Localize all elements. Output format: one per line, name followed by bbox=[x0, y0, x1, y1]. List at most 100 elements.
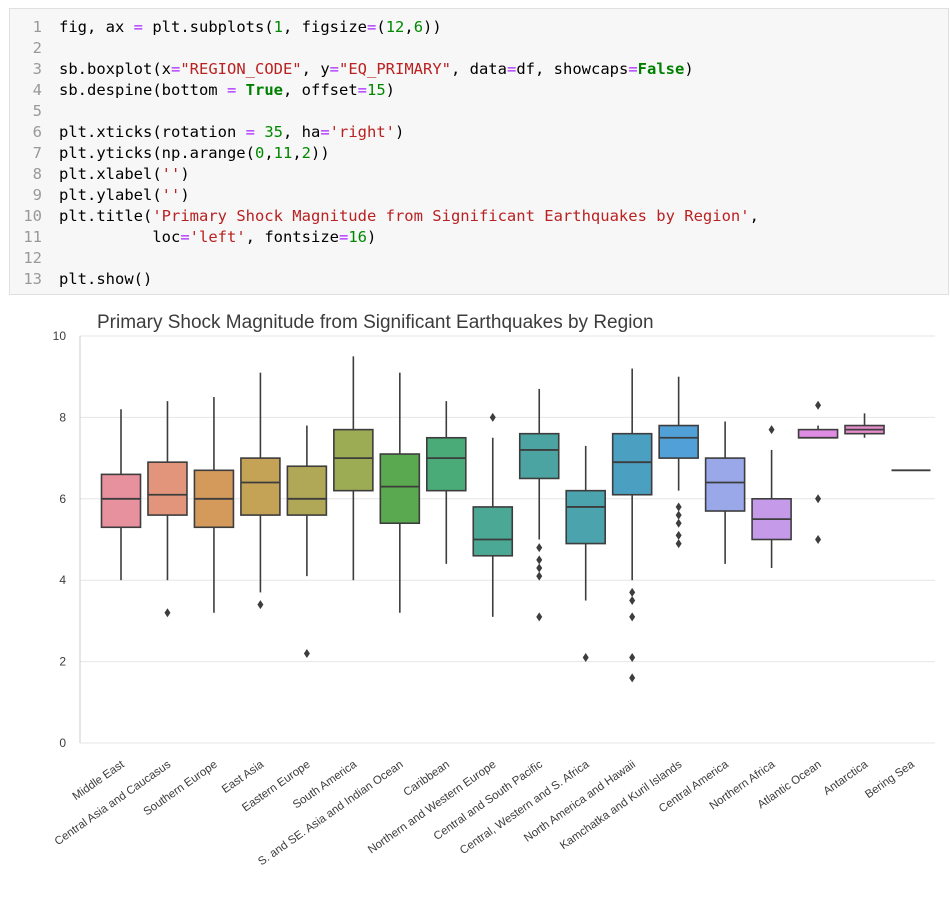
outlier-marker bbox=[675, 530, 682, 540]
y-tick-label: 10 bbox=[53, 329, 67, 343]
y-tick-label: 0 bbox=[59, 736, 66, 750]
x-tick-label: Bering Sea bbox=[863, 758, 917, 801]
y-tick-label: 6 bbox=[59, 492, 66, 506]
boxplot-chart: Primary Shock Magnitude from Significant… bbox=[53, 312, 935, 868]
outlier-marker bbox=[629, 653, 636, 663]
y-tick-label: 2 bbox=[59, 655, 66, 669]
code-line: 7 plt.yticks(np.arange(0,11,2)) bbox=[10, 143, 330, 164]
code-text: plt.title('Primary Shock Magnitude from … bbox=[59, 207, 759, 225]
code-text: plt.show() bbox=[59, 270, 153, 288]
line-number: 7 bbox=[32, 144, 42, 162]
box-9 bbox=[472, 412, 514, 617]
line-number: 1 bbox=[32, 18, 42, 36]
code-line: 2 bbox=[10, 38, 59, 59]
outlier-marker bbox=[536, 555, 543, 565]
box-6 bbox=[333, 356, 374, 581]
outlier-marker bbox=[815, 494, 822, 504]
outlier-marker bbox=[536, 543, 543, 553]
box-body bbox=[240, 457, 281, 516]
line-number: 9 bbox=[32, 186, 42, 204]
box-body bbox=[147, 461, 188, 516]
outlier-marker bbox=[675, 502, 682, 512]
code-line: 1 fig, ax = plt.subplots(1, figsize=(12,6… bbox=[10, 17, 442, 38]
box-7 bbox=[379, 372, 421, 613]
box-12 bbox=[611, 368, 653, 683]
outlier-marker bbox=[303, 648, 310, 658]
code-line: 6 plt.xticks(rotation = 35, ha='right') bbox=[10, 122, 405, 143]
code-text: sb.despine(bottom = True, offset=15) bbox=[59, 81, 396, 99]
outlier-marker bbox=[768, 425, 775, 435]
code-line: 4 sb.despine(bottom = True, offset=15) bbox=[10, 80, 395, 101]
code-text: plt.xticks(rotation = 35, ha='right') bbox=[59, 123, 405, 141]
outlier-marker bbox=[489, 412, 496, 422]
box-14 bbox=[704, 421, 746, 564]
box-5 bbox=[286, 425, 328, 658]
outlier-marker bbox=[675, 518, 682, 528]
box-body bbox=[704, 457, 746, 512]
code-line: 10 plt.title('Primary Shock Magnitude fro… bbox=[10, 206, 759, 227]
y-axis: 0 2 4 6 8 10 bbox=[53, 329, 81, 750]
line-number: 10 bbox=[23, 207, 42, 225]
outlier-marker bbox=[582, 653, 589, 663]
line-number: 11 bbox=[23, 228, 42, 246]
code-text: plt.ylabel('') bbox=[59, 186, 190, 204]
line-number: 5 bbox=[32, 102, 42, 120]
line-number: 8 bbox=[32, 165, 42, 183]
box-body bbox=[565, 489, 607, 545]
chart-title: Primary Shock Magnitude from Significant… bbox=[97, 312, 654, 333]
line-number: 3 bbox=[32, 60, 42, 78]
outlier-marker bbox=[629, 587, 636, 597]
box-17 bbox=[844, 413, 885, 438]
outlier-marker bbox=[536, 563, 543, 573]
line-number: 2 bbox=[32, 39, 42, 57]
outlier-marker bbox=[629, 673, 636, 683]
box-body bbox=[611, 432, 653, 496]
outlier-marker bbox=[815, 400, 822, 410]
grid-lines bbox=[80, 335, 935, 744]
code-text: fig, ax = plt.subplots(1, figsize=(12,6)… bbox=[59, 18, 442, 36]
outlier-marker bbox=[536, 612, 543, 622]
code-cell[interactable]: 1 fig, ax = plt.subplots(1, figsize=(12,6… bbox=[9, 8, 949, 295]
code-text: plt.xlabel('') bbox=[59, 165, 190, 183]
box-body bbox=[379, 453, 421, 525]
outlier-marker bbox=[164, 608, 171, 618]
box-13 bbox=[658, 376, 699, 549]
box-15 bbox=[751, 425, 792, 568]
outlier-marker bbox=[675, 539, 682, 549]
code-text: plt.yticks(np.arange(0,11,2)) bbox=[59, 144, 330, 162]
box-4 bbox=[240, 372, 281, 610]
box-series bbox=[100, 356, 931, 683]
box-body bbox=[286, 465, 328, 516]
box-body bbox=[333, 428, 374, 492]
outlier-marker bbox=[536, 571, 543, 581]
code-text: loc='left', fontsize=16) bbox=[59, 228, 377, 246]
outlier-marker bbox=[629, 612, 636, 622]
line-number: 4 bbox=[32, 81, 42, 99]
line-number: 6 bbox=[32, 123, 42, 141]
outlier-marker bbox=[629, 596, 636, 606]
box-body bbox=[425, 436, 467, 492]
line-number: 13 bbox=[23, 270, 42, 288]
outlier-marker bbox=[815, 535, 822, 544]
code-line: 8 plt.xlabel('') bbox=[10, 164, 190, 185]
code-line: 12 bbox=[10, 248, 59, 269]
box-body bbox=[658, 424, 699, 459]
box-8 bbox=[425, 401, 467, 564]
box-1 bbox=[100, 409, 142, 581]
box-11 bbox=[565, 445, 607, 663]
box-2 bbox=[147, 401, 188, 618]
box-3 bbox=[193, 397, 235, 613]
y-tick-label: 4 bbox=[59, 573, 66, 587]
box-10 bbox=[518, 388, 560, 622]
code-line: 3 sb.boxplot(x="REGION_CODE", y="EQ_PRIMA… bbox=[10, 59, 694, 80]
code-line: 13 plt.show() bbox=[10, 269, 152, 290]
outlier-marker bbox=[257, 600, 264, 610]
box-body bbox=[100, 473, 142, 529]
outlier-marker bbox=[675, 510, 682, 520]
code-line: 5 bbox=[10, 101, 59, 122]
y-tick-label: 8 bbox=[59, 410, 66, 424]
box-body bbox=[518, 432, 560, 480]
box-16 bbox=[797, 400, 839, 544]
line-number: 12 bbox=[23, 249, 42, 267]
